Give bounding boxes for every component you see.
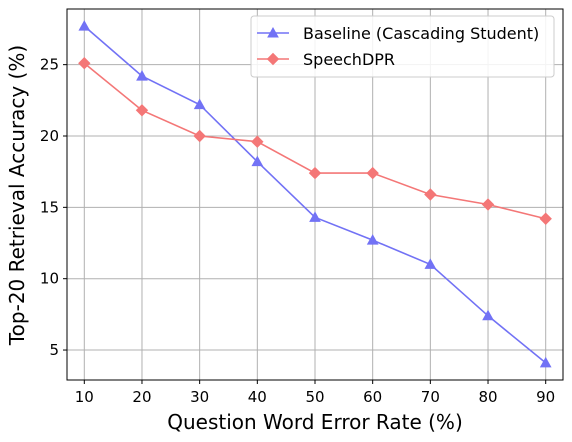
data-point-series-2 [539, 212, 552, 225]
data-point-series-1 [193, 98, 206, 110]
legend-items: Baseline (Cascading Student) SpeechDPR [257, 24, 539, 69]
data-point-series-2 [366, 166, 379, 180]
legend-box [250, 15, 555, 78]
y-axis-ticks: 5 10 15 20 25 [40, 56, 67, 359]
x-tick-label: 30 [190, 388, 209, 406]
data-point-series-2 [78, 57, 91, 70]
data-point-series-2 [308, 166, 322, 180]
x-tick-label: 90 [536, 388, 555, 406]
x-tick-label: 20 [132, 388, 151, 406]
data-point-series-1 [482, 309, 494, 321]
data-point-series-2 [424, 188, 437, 201]
y-axis-label: Top-20 Retrieval Accuracy (%) [5, 45, 29, 346]
y-tick-label: 15 [40, 198, 59, 216]
data-point-series-2 [251, 135, 264, 148]
legend: Baseline (Cascading Student) SpeechDPR [250, 15, 555, 78]
data-point-series-1 [251, 155, 264, 167]
x-tick-label: 80 [478, 388, 497, 406]
y-tick-label: 5 [49, 341, 59, 359]
legend-label: Baseline (Cascading Student) [303, 24, 539, 43]
x-axis-label: Question Word Error Rate (%) [167, 410, 463, 434]
x-axis-ticks: 10 20 30 40 50 60 70 80 90 [75, 380, 555, 406]
data-point-series-1 [539, 356, 552, 368]
x-tick-label: 50 [305, 388, 324, 406]
x-tick-label: 10 [75, 388, 94, 406]
x-tick-label: 70 [421, 388, 440, 406]
series-markers [78, 20, 552, 368]
x-tick-label: 60 [363, 388, 382, 406]
data-point-series-1 [424, 258, 437, 269]
data-point-series-1 [366, 234, 379, 245]
x-tick-label: 40 [248, 388, 267, 406]
y-tick-label: 10 [40, 270, 59, 288]
data-point-series-1 [78, 20, 91, 31]
data-point-series-2 [481, 198, 495, 211]
data-point-series-1 [309, 211, 321, 222]
legend-swatch-marker [266, 52, 280, 66]
data-point-series-2 [193, 129, 206, 143]
y-tick-label: 20 [40, 127, 59, 145]
legend-label: SpeechDPR [303, 50, 395, 69]
y-tick-label: 25 [40, 56, 59, 74]
data-point-series-1 [136, 70, 148, 81]
legend-swatch-marker [267, 26, 279, 38]
data-point-series-2 [135, 104, 149, 117]
